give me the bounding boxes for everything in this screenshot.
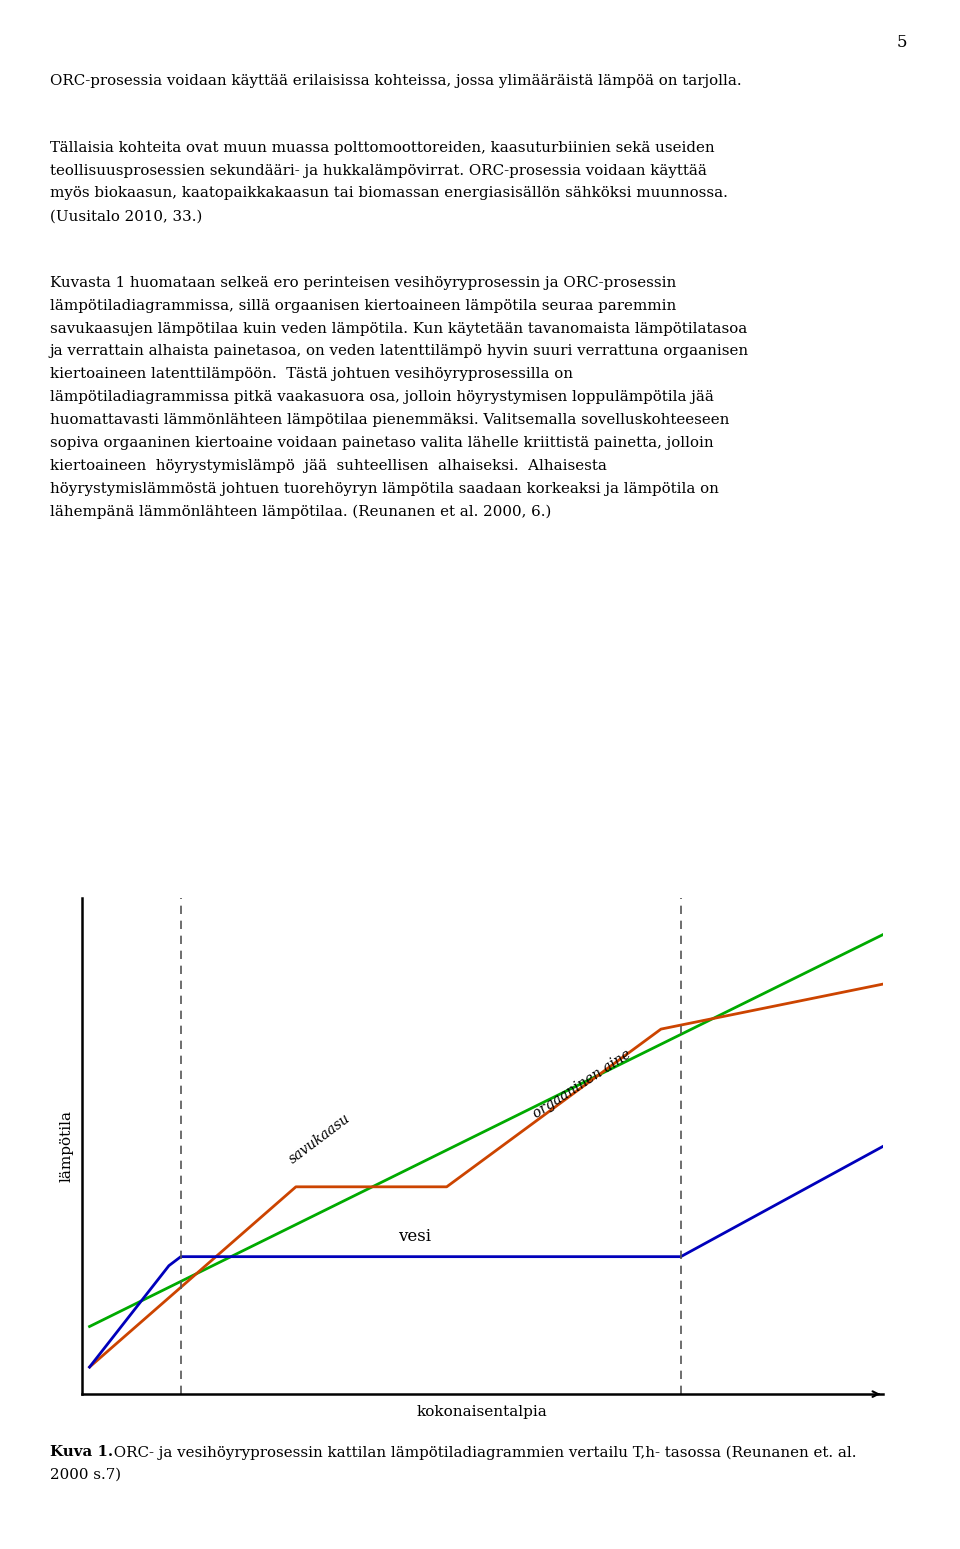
X-axis label: kokonaisentalpia: kokonaisentalpia: [417, 1405, 548, 1419]
Text: savukaasu: savukaasu: [286, 1111, 353, 1166]
Text: teollisuusprosessien sekundääri- ja hukkalämpövirrat. ORC-prosessia voidaan käyt: teollisuusprosessien sekundääri- ja hukk…: [50, 164, 707, 178]
Y-axis label: lämpötila: lämpötila: [60, 1111, 73, 1182]
Text: vesi: vesi: [398, 1228, 431, 1245]
Text: huomattavasti lämmönlähteen lämpötilaa pienemmäksi. Valitsemalla sovelluskohtees: huomattavasti lämmönlähteen lämpötilaa p…: [50, 414, 730, 428]
Text: 2000 s.7): 2000 s.7): [50, 1468, 121, 1482]
Text: Tällaisia kohteita ovat muun muassa polttomoottoreiden, kaasuturbiinien sekä use: Tällaisia kohteita ovat muun muassa polt…: [50, 141, 714, 155]
Text: myös biokaasun, kaatopaikkakaasun tai biomassan energiasisällön sähköksi muunnos: myös biokaasun, kaatopaikkakaasun tai bi…: [50, 186, 728, 200]
Text: lähempänä lämmönlähteen lämpötilaa. (Reunanen et al. 2000, 6.): lähempänä lämmönlähteen lämpötilaa. (Reu…: [50, 505, 551, 519]
Text: 5: 5: [897, 34, 907, 51]
Text: lämpötiladiagrammissa, sillä orgaanisen kiertoaineen lämpötila seuraa paremmin: lämpötiladiagrammissa, sillä orgaanisen …: [50, 299, 676, 313]
Text: ja verrattain alhaista painetasoa, on veden latenttilämpö hyvin suuri verrattuna: ja verrattain alhaista painetasoa, on ve…: [50, 344, 749, 358]
Text: ORC- ja vesihöyryprosessin kattilan lämpötiladiagrammien vertailu T,h- tasossa (: ORC- ja vesihöyryprosessin kattilan lämp…: [109, 1445, 857, 1459]
Text: höyrystymislämmöstä johtuen tuorehöyryn lämpötila saadaan korkeaksi ja lämpötila: höyrystymislämmöstä johtuen tuorehöyryn …: [50, 482, 719, 496]
Text: orgaaninen aine: orgaaninen aine: [530, 1047, 634, 1121]
Text: (Uusitalo 2010, 33.): (Uusitalo 2010, 33.): [50, 209, 203, 223]
Text: lämpötiladiagrammissa pitkä vaakasuora osa, jolloin höyrystymisen loppulämpötila: lämpötiladiagrammissa pitkä vaakasuora o…: [50, 390, 714, 404]
Text: ORC-prosessia voidaan käyttää erilaisissa kohteissa, jossa ylimääräistä lämpöä o: ORC-prosessia voidaan käyttää erilaisiss…: [50, 74, 741, 88]
Text: kiertoaineen  höyrystymislämpö  jää  suhteellisen  alhaiseksi.  Alhaisesta: kiertoaineen höyrystymislämpö jää suhtee…: [50, 459, 607, 472]
Text: savukaasujen lämpötilaa kuin veden lämpötila. Kun käytetään tavanomaista lämpöti: savukaasujen lämpötilaa kuin veden lämpö…: [50, 322, 747, 336]
Text: Kuva 1.: Kuva 1.: [50, 1445, 113, 1459]
Text: Kuvasta 1 huomataan selkeä ero perinteisen vesihöyryprosessin ja ORC-prosessin: Kuvasta 1 huomataan selkeä ero perinteis…: [50, 276, 676, 290]
Text: sopiva orgaaninen kiertoaine voidaan painetaso valita lähelle kriittistä painett: sopiva orgaaninen kiertoaine voidaan pai…: [50, 437, 713, 451]
Text: kiertoaineen latenttilämpöön.  Tästä johtuen vesihöyryprosessilla on: kiertoaineen latenttilämpöön. Tästä joht…: [50, 367, 573, 381]
